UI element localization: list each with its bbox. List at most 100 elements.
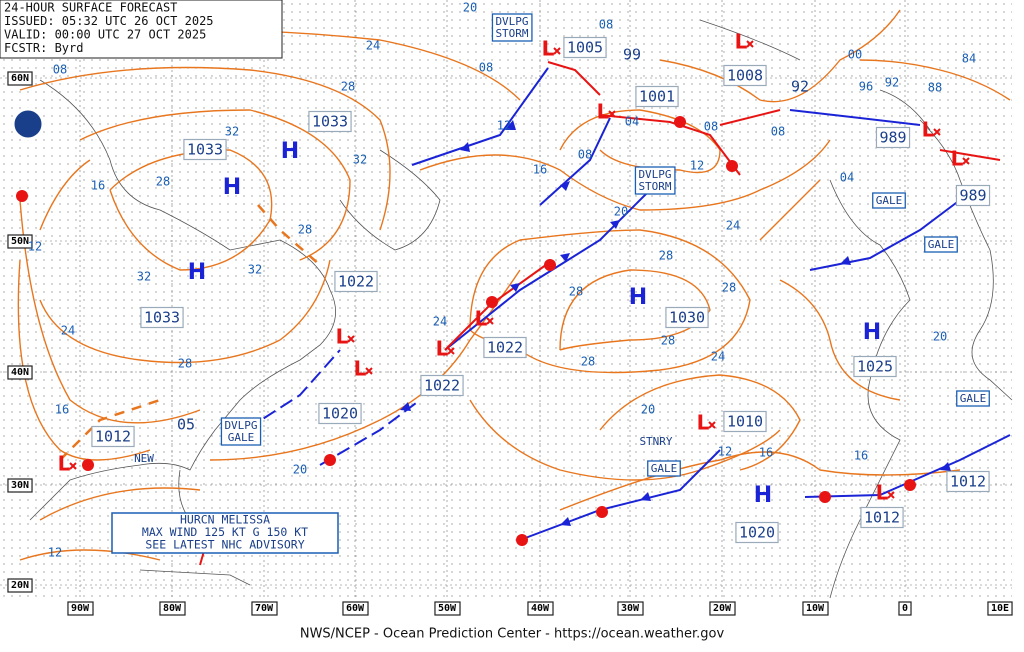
isobar-label: 28: [581, 355, 595, 369]
pressure-value: 99: [623, 46, 641, 64]
lon-label: 90W: [71, 603, 90, 614]
warning-text: GALE: [228, 431, 255, 444]
low-center: L: [475, 307, 488, 331]
lat-label: 40N: [11, 367, 29, 378]
label-box: [7, 478, 33, 493]
low-x: [69, 462, 77, 470]
label-box: [7, 234, 33, 249]
isobar-label: 28: [178, 357, 192, 371]
background: [0, 0, 1012, 598]
isobar-label: 16: [854, 449, 868, 463]
label-box: [946, 470, 990, 493]
isobar-label: 20: [933, 330, 947, 344]
warning-box: [956, 390, 990, 407]
pressure-value: 989: [879, 129, 906, 147]
low-center: L: [735, 30, 748, 54]
header-box: [0, 0, 283, 59]
isobar-label: 28: [722, 281, 736, 295]
warning-text: STORM: [495, 27, 528, 40]
lon-label: 10E: [991, 603, 1009, 614]
isobar-label: 08: [704, 120, 718, 134]
label-box: [635, 85, 679, 108]
label-box: [251, 601, 278, 616]
pressure-value: 1033: [144, 309, 180, 327]
header-line: ISSUED: 05:32 UTC 26 OCT 2025: [4, 14, 214, 28]
high-center: H: [281, 139, 299, 164]
high-center: H: [863, 320, 881, 345]
low-center: L: [697, 411, 710, 435]
isobar-label: 20: [614, 205, 628, 219]
front-label: STNRY: [639, 435, 672, 448]
isobar-label: 28: [659, 249, 673, 263]
isobar-label: 32: [353, 153, 367, 167]
header-line: FCSTR: Byrd: [4, 41, 83, 55]
isobar-label: 08: [599, 18, 613, 32]
isobar-label: 24: [61, 324, 75, 338]
warning-box: [647, 460, 681, 477]
isobar-label: 24: [433, 315, 447, 329]
warning-text: DVLPG: [638, 168, 671, 181]
warning-text: GALE: [651, 462, 678, 475]
isobar-label: 24: [366, 39, 380, 53]
isobar-label: 08: [479, 61, 493, 75]
isobar-label: 92: [885, 76, 899, 90]
label-box: [140, 306, 184, 329]
isobars: [17, 9, 1011, 561]
coastlines: [29, 19, 1013, 599]
warning-text: DVLPG: [224, 419, 257, 432]
isobar-label: 04: [840, 171, 854, 185]
low-x: [447, 347, 455, 355]
isobar-label: 20: [641, 403, 655, 417]
label-box: [802, 601, 829, 616]
low-x: [962, 157, 970, 165]
label-box: [334, 270, 378, 293]
label-box: [434, 601, 461, 616]
lon-label: 70W: [255, 603, 274, 614]
warning-box: [491, 13, 533, 42]
header-line: 24-HOUR SURFACE FORECAST: [4, 1, 177, 15]
label-box: [875, 126, 911, 149]
label-box: [723, 64, 767, 87]
warning-text: GALE: [928, 238, 955, 251]
pressure-value: 1033: [187, 141, 223, 159]
pressure-value: 1012: [95, 428, 131, 446]
low-center: L: [354, 357, 367, 381]
label-box: [91, 425, 135, 448]
lat-label: 60N: [11, 73, 29, 84]
isobar-label: 16: [533, 163, 547, 177]
isobar-label: 16: [55, 403, 69, 417]
isobar-label: 12: [690, 159, 704, 173]
low-center: L: [922, 118, 935, 142]
lon-label: 50W: [438, 603, 457, 614]
pressure-value: 1033: [312, 113, 348, 131]
warning-label: GALE: [956, 390, 990, 407]
pressure-value: 1010: [727, 413, 763, 431]
high-center: H: [188, 260, 206, 285]
isobar-label: 28: [661, 334, 675, 348]
pressure-value: 1020: [739, 524, 775, 542]
isobar-label: 08: [53, 63, 67, 77]
warning-text: DVLPG: [495, 15, 528, 28]
graticule: [0, 0, 1012, 598]
lat-label: 20N: [11, 580, 29, 591]
pressure-value: 1022: [338, 273, 374, 291]
isobar-label: 12: [48, 546, 62, 560]
pressure-value: 1001: [639, 88, 675, 106]
high-center: H: [629, 285, 647, 310]
isobar-label: 32: [225, 125, 239, 139]
pressure-value: 1005: [567, 39, 603, 57]
warning-box: [924, 236, 958, 253]
label-box: [308, 110, 352, 133]
high-center: H: [754, 483, 772, 508]
low-center: L: [336, 325, 349, 349]
pressure-value: 92: [791, 78, 809, 96]
isobar-label: 96: [859, 80, 873, 94]
footer: NWS/NCEP - Ocean Prediction Center - htt…: [300, 627, 725, 642]
isobar-label: 08: [578, 148, 592, 162]
hurricane-text: MAX WIND 125 KT G 150 KT: [142, 525, 308, 539]
lon-label: 40W: [531, 603, 550, 614]
label-box: [483, 336, 527, 359]
